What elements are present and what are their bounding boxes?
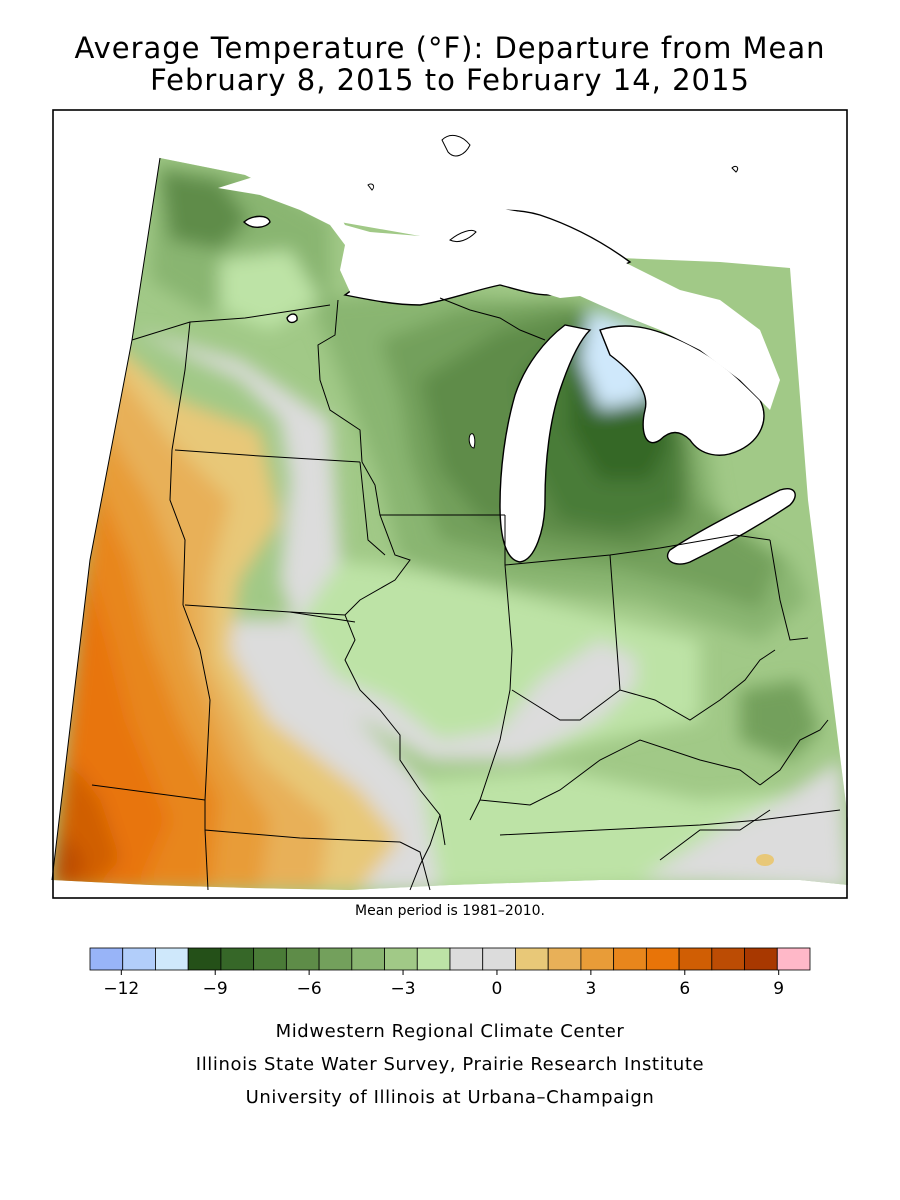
legend-tick-label: 0 [492,979,503,999]
islands [367,134,739,449]
legend-swatch [645,947,680,971]
map-frame-border [52,109,848,899]
legend-swatch [155,947,189,971]
mille-lacs [286,313,298,324]
legend-tick-label: −3 [391,979,416,999]
legend-tick-label: −9 [203,979,228,999]
domain-edge-west [51,157,161,881]
legend-swatch [351,947,385,971]
legend-swatch [318,947,353,971]
credit-line-1: Midwestern Regional Climate Center [275,1021,625,1042]
legend-ticks: −12 −9 −6 −3 0 3 6 9 [103,970,784,999]
lake-huron [599,325,765,456]
legend-tick-label: 6 [679,979,690,999]
lake-michigan [499,324,592,563]
legend-swatch [416,947,451,971]
map-subtitle-dates: February 8, 2015 to February 14, 2015 [150,63,750,97]
legend-tick-label: −6 [297,979,322,999]
legend-tick-label: 9 [773,979,784,999]
legend-swatch [613,947,647,971]
legend-swatch [187,947,222,971]
legend-tick-label: −12 [103,979,139,999]
mean-period-note: Mean period is 1981–2010. [355,903,545,919]
legend-swatch [384,947,418,971]
red-lake [242,215,271,228]
map-title: Average Temperature (°F): Departure from… [74,31,826,65]
credit-line-2: Illinois State Water Survey, Prairie Res… [195,1054,705,1075]
legend-swatch [449,947,484,971]
legend-swatch [711,947,745,971]
legend-swatch [122,947,156,971]
legend-swatch [253,947,287,971]
legend-swatch [515,947,549,971]
legend-swatch [744,947,778,971]
legend-swatch [580,947,615,971]
legend-tick-label: 3 [585,979,596,999]
color-legend: −12 −9 −6 −3 0 3 6 9 [89,947,811,999]
legend-swatch [89,947,124,971]
credit-line-3: University of Illinois at Urbana–Champai… [245,1087,655,1108]
legend-swatch [678,947,713,971]
legend-swatch [285,947,320,971]
legend-swatches [89,947,811,971]
legend-swatch [547,947,582,971]
legend-swatch [482,947,516,971]
canada-land [218,178,780,410]
state-boundaries [91,297,841,891]
legend-swatch [220,947,255,971]
lake-erie [666,488,796,565]
legend-swatch [776,947,811,971]
